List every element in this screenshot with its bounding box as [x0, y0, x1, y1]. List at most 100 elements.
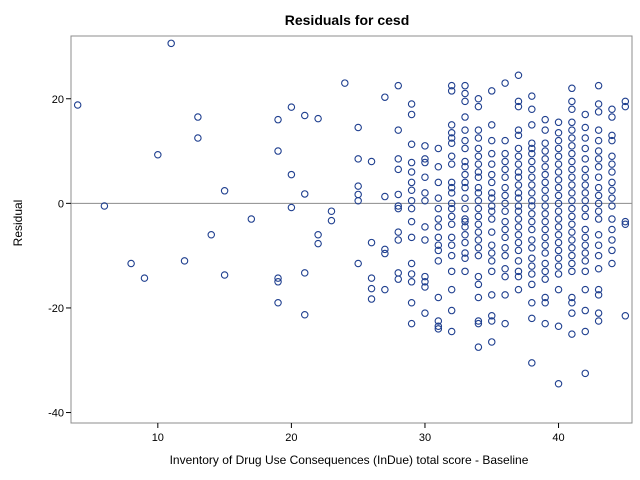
data-point [514, 173, 523, 181]
data-point [608, 136, 616, 145]
data-point [568, 251, 576, 260]
data-point [581, 173, 589, 181]
data-point [608, 160, 616, 168]
data-point [568, 142, 576, 150]
data-point [608, 131, 616, 140]
data-point [394, 126, 402, 134]
data-point [367, 295, 376, 303]
data-point [514, 71, 523, 79]
data-point [474, 126, 483, 134]
data-point [180, 257, 189, 265]
data-point [581, 225, 589, 234]
data-point [581, 144, 589, 153]
x-axis-label: Inventory of Drug Use Consequences (InDu… [170, 453, 529, 467]
data-point [447, 233, 456, 242]
y-tick-label: 0 [58, 198, 64, 210]
y-tick-label: -40 [48, 408, 64, 420]
data-point [568, 220, 576, 229]
x-tick-label: 10 [152, 432, 164, 444]
data-point [581, 110, 589, 119]
data-point [594, 126, 603, 134]
data-point [461, 194, 469, 202]
data-point [447, 204, 456, 213]
data-point [474, 102, 483, 111]
data-point [487, 291, 496, 299]
data-point [581, 181, 589, 189]
data-point [341, 79, 349, 87]
data-point [554, 380, 563, 388]
data-point [447, 251, 456, 260]
data-point [421, 189, 429, 197]
data-point [514, 207, 523, 215]
data-point [501, 207, 509, 215]
data-point [474, 317, 483, 325]
data-point [528, 105, 536, 113]
data-point [554, 129, 563, 137]
data-point [581, 196, 589, 205]
data-point [487, 257, 496, 265]
data-point [487, 136, 496, 145]
data-point [461, 162, 469, 171]
data-point [394, 155, 402, 163]
data-point [461, 204, 469, 213]
data-point [474, 280, 483, 289]
data-point [541, 194, 549, 202]
data-point [514, 144, 523, 153]
data-point [594, 183, 603, 192]
data-point [568, 267, 576, 276]
data-point [461, 230, 469, 239]
data-point [447, 220, 456, 229]
data-point [514, 230, 523, 239]
data-point [621, 102, 630, 111]
data-point [127, 259, 135, 268]
data-point [608, 246, 616, 255]
data-point [154, 150, 162, 159]
data-point [434, 317, 443, 325]
data-point [514, 97, 523, 106]
plot-frame [70, 35, 633, 424]
data-point [474, 144, 483, 153]
data-point [354, 259, 362, 268]
data-point [487, 194, 496, 202]
data-point [461, 254, 469, 263]
data-point [608, 186, 616, 195]
data-point [447, 178, 456, 187]
data-point [554, 183, 563, 192]
data-point [594, 173, 603, 181]
data-point [194, 113, 202, 121]
data-point [461, 183, 469, 192]
data-point [300, 190, 309, 198]
data-point [554, 176, 563, 184]
data-point [501, 183, 509, 192]
data-point [594, 155, 603, 163]
data-point [554, 118, 563, 127]
data-point [421, 173, 429, 181]
data-point [474, 160, 483, 168]
data-point [421, 236, 429, 244]
data-point [487, 160, 496, 168]
data-point [487, 170, 496, 179]
data-point [421, 155, 429, 163]
data-point [501, 233, 509, 242]
data-point [314, 239, 322, 248]
data-point [581, 257, 589, 265]
data-point [568, 97, 576, 106]
data-point [608, 202, 616, 210]
data-point [487, 241, 496, 249]
data-point [487, 202, 496, 210]
data-point [434, 293, 443, 302]
y-tick-label: -20 [48, 303, 64, 315]
data-point [594, 100, 603, 108]
data-point [568, 105, 576, 113]
data-point [514, 189, 523, 197]
data-point [447, 267, 456, 276]
data-point [314, 114, 322, 123]
data-point [461, 223, 469, 231]
data-point [541, 178, 549, 187]
data-point [220, 271, 229, 279]
data-point [314, 230, 322, 239]
data-point [327, 207, 336, 215]
data-point [541, 233, 549, 242]
data-point [434, 223, 443, 231]
data-point [381, 192, 389, 201]
